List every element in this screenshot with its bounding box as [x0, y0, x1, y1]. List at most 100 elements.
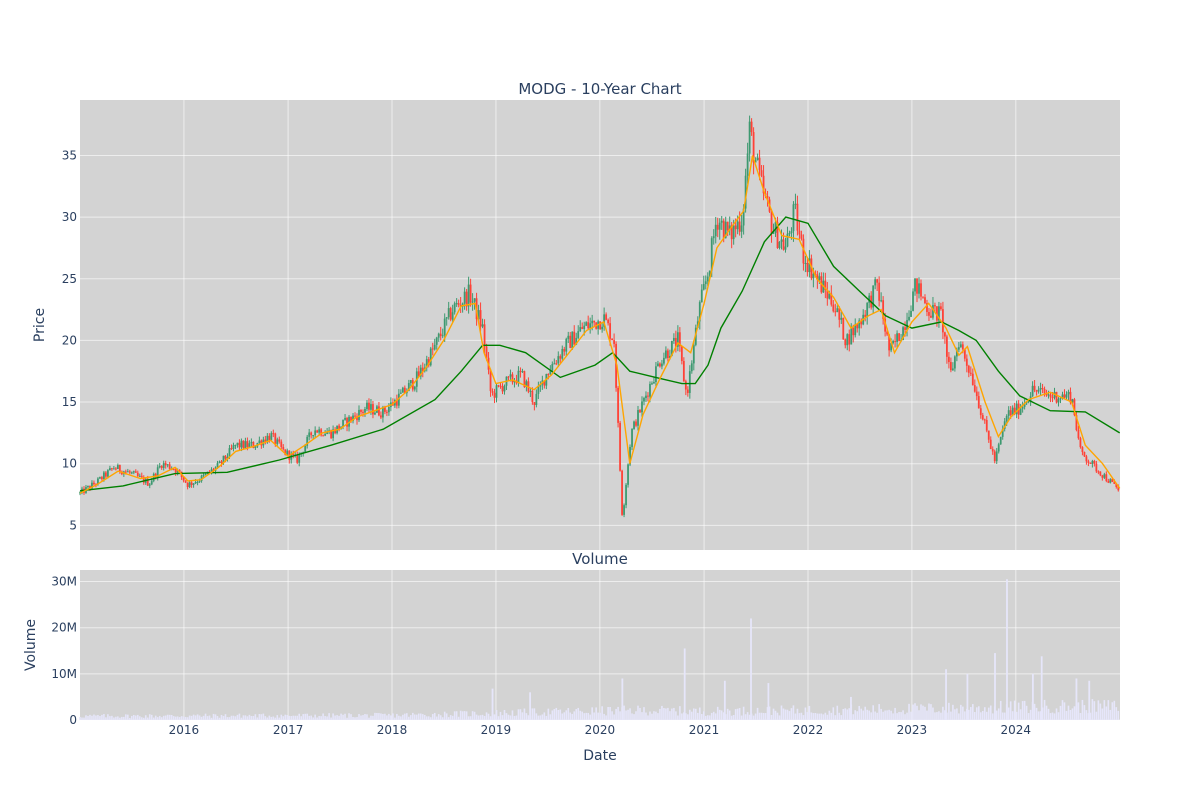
volume-bar	[804, 707, 807, 720]
candlestick	[130, 471, 133, 475]
volume-bar	[764, 713, 767, 720]
candlestick	[680, 345, 683, 365]
volume-bar	[386, 715, 388, 720]
volume-bar	[698, 707, 701, 720]
candlestick	[977, 391, 980, 409]
volume-bar	[174, 716, 177, 720]
volume-bar	[539, 715, 542, 720]
candlestick	[503, 384, 506, 395]
volume-bar	[822, 714, 825, 720]
volume-bar	[928, 703, 930, 720]
volume-bar	[748, 714, 751, 720]
candlestick	[1089, 462, 1092, 464]
candlestick	[874, 276, 877, 290]
volume-bar	[138, 716, 141, 720]
candlestick	[236, 442, 239, 448]
volume-bar	[109, 716, 111, 720]
volume-bar	[615, 708, 617, 720]
volume-bar	[964, 711, 966, 720]
candlestick	[641, 396, 643, 417]
candlestick	[455, 298, 458, 307]
candlestick	[519, 367, 522, 378]
volume-bar	[639, 707, 641, 720]
volume-bar	[884, 710, 886, 720]
volume-bar	[810, 712, 813, 720]
volume-bar	[561, 713, 564, 720]
candlestick	[87, 485, 89, 489]
volume-bar	[85, 715, 87, 720]
candlestick	[278, 436, 281, 444]
volume-bar	[443, 711, 446, 720]
volume-bar	[693, 708, 695, 720]
volume-bar	[681, 713, 683, 720]
volume-bar	[954, 709, 956, 720]
volume-spike-bar	[1040, 656, 1043, 720]
volume-bar	[79, 717, 81, 720]
candlestick	[270, 431, 273, 441]
volume-y-ticks: 0 10M 20M 30M	[51, 575, 77, 727]
candlestick	[619, 420, 621, 472]
volume-bar	[392, 713, 394, 720]
volume-bar	[786, 709, 789, 720]
volume-bar	[1011, 711, 1014, 720]
volume-bar	[318, 715, 320, 720]
volume-bar	[818, 713, 821, 720]
volume-bar	[565, 710, 568, 720]
candlestick	[776, 216, 779, 249]
candlestick	[999, 436, 1002, 445]
volume-bar	[497, 716, 500, 720]
volume-bar	[501, 715, 504, 720]
candlestick	[226, 453, 229, 462]
volume-bar	[940, 712, 942, 720]
volume-bar	[1009, 701, 1012, 720]
volume-bar	[1049, 713, 1052, 720]
candlestick	[136, 470, 139, 478]
volume-bar	[89, 714, 91, 720]
volume-bar	[944, 710, 946, 720]
candlestick	[264, 435, 267, 445]
volume-bar	[248, 714, 251, 720]
volume-bar	[469, 716, 472, 720]
volume-bar	[816, 713, 819, 720]
volume-bar	[194, 715, 197, 720]
volume-bar	[374, 712, 376, 720]
volume-bar	[232, 715, 235, 720]
volume-bar	[1107, 700, 1110, 720]
candlestick	[344, 413, 346, 421]
volume-bar	[200, 716, 203, 720]
volume-bar	[262, 713, 265, 720]
volume-bar	[922, 705, 924, 720]
volume-bar	[445, 713, 448, 720]
candlestick	[989, 436, 992, 450]
candlestick	[186, 482, 189, 490]
volume-bar	[633, 714, 635, 720]
volume-bar	[81, 717, 83, 720]
volume-bar	[1045, 705, 1048, 720]
volume-bar	[575, 709, 578, 720]
volume-bar	[340, 713, 342, 720]
volume-bar	[246, 716, 249, 720]
volume-bar	[252, 715, 255, 720]
volume-bar	[455, 711, 458, 720]
volume-bar	[716, 706, 719, 720]
volume-bar	[665, 708, 667, 720]
volume-bar	[449, 715, 452, 720]
volume-bar	[192, 714, 195, 720]
volume-bar	[661, 705, 663, 720]
volume-bar	[133, 714, 135, 720]
volume-bar	[111, 715, 113, 720]
candlestick	[643, 396, 645, 406]
volume-bar	[952, 704, 954, 720]
volume-bar	[936, 712, 938, 720]
candlestick	[190, 480, 193, 488]
volume-bar	[772, 708, 775, 720]
candlestick	[599, 321, 602, 330]
volume-bar	[479, 715, 482, 720]
candlestick	[324, 430, 327, 437]
volume-bar	[685, 713, 687, 720]
volume-bar	[196, 714, 199, 720]
volume-bar	[410, 715, 412, 720]
volume-bar	[473, 711, 476, 720]
candlestick	[507, 375, 510, 381]
candlestick	[621, 469, 623, 516]
